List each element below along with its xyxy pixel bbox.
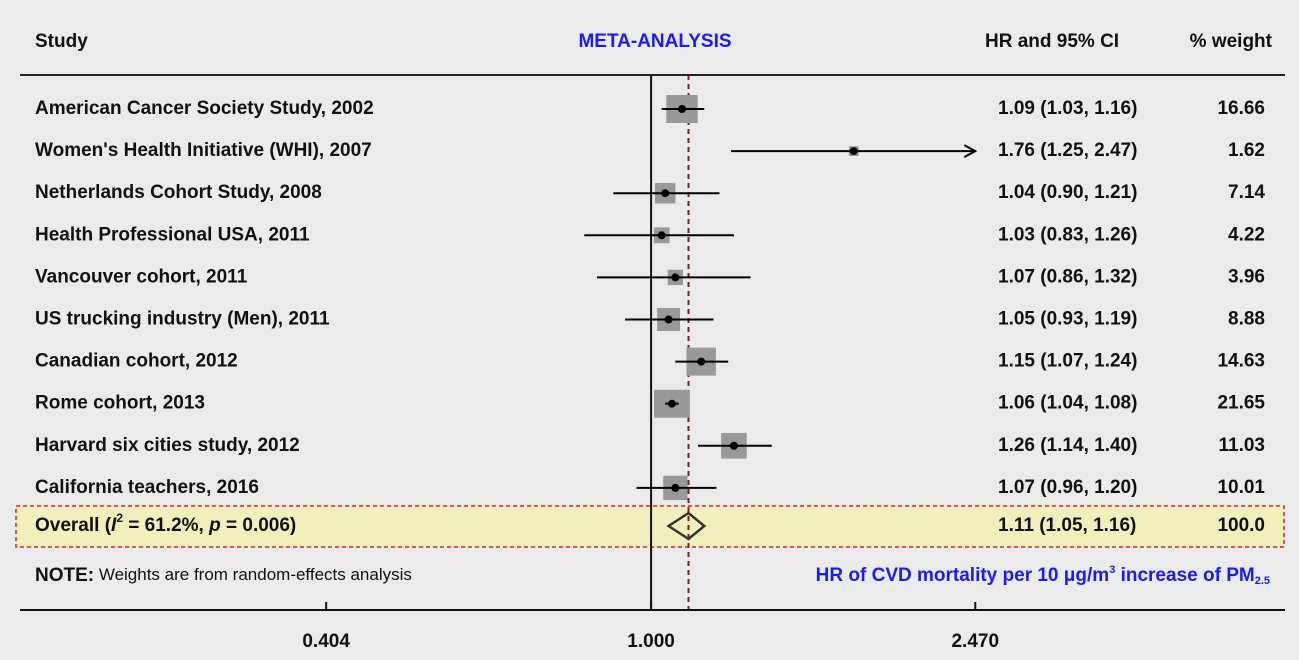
study-label: Women's Health Initiative (WHI), 2007 — [35, 140, 372, 161]
point-estimate — [661, 189, 670, 198]
overall-label-part: = 61.2%, — [123, 515, 209, 536]
hr-label: 1.07 (0.96, 1.20) — [998, 477, 1137, 498]
hr-label: 1.03 (0.83, 1.26) — [998, 224, 1137, 245]
weight-label: 21.65 — [1217, 393, 1265, 414]
study-label: Health Professional USA, 2011 — [35, 224, 310, 245]
study-label: Netherlands Cohort Study, 2008 — [35, 182, 322, 203]
column-header: Study — [35, 31, 88, 52]
hr-label: 1.15 (1.07, 1.24) — [998, 351, 1137, 372]
hr-label: 1.06 (1.04, 1.08) — [998, 393, 1137, 414]
hr-label: 1.04 (0.90, 1.21) — [998, 182, 1137, 203]
chart-title: META-ANALYSIS — [578, 31, 731, 52]
weight-label: 16.66 — [1217, 98, 1265, 119]
point-estimate — [729, 441, 738, 450]
point-estimate — [664, 315, 673, 324]
note-part: Weights are from random-effects analysis — [94, 565, 412, 584]
hr-label: 1.76 (1.25, 2.47) — [998, 140, 1137, 161]
axis-note-part: 2.5 — [1255, 575, 1270, 587]
overall-label-part: p — [208, 515, 221, 536]
axis-note: HR of CVD mortality per 10 μg/m3 increas… — [816, 564, 1270, 587]
point-estimate — [849, 147, 858, 156]
study-label: California teachers, 2016 — [35, 477, 259, 498]
hr-label: 1.09 (1.03, 1.16) — [998, 98, 1137, 119]
overall-label-part: I — [111, 515, 117, 536]
study-label: Rome cohort, 2013 — [35, 393, 205, 414]
point-estimate — [667, 399, 676, 408]
point-estimate — [671, 483, 680, 492]
overall-diamond — [666, 511, 707, 541]
study-label: US trucking industry (Men), 2011 — [35, 309, 330, 330]
weight-label: 11.03 — [1219, 435, 1266, 456]
weight-label: 10.01 — [1217, 477, 1265, 498]
overall-label-part: 2 — [116, 511, 123, 525]
weight-label: 4.22 — [1228, 224, 1265, 245]
study-label: Harvard six cities study, 2012 — [35, 435, 300, 456]
overall-label-part: = 0.006) — [221, 515, 297, 536]
hr-label: 1.26 (1.14, 1.40) — [998, 435, 1137, 456]
axis-note-part: 3 — [1109, 564, 1115, 576]
weight-label: 1.62 — [1228, 140, 1265, 161]
study-label: American Cancer Society Study, 2002 — [35, 98, 374, 119]
x-tick-label: 2.470 — [951, 631, 999, 652]
x-tick-label: 0.404 — [302, 631, 350, 652]
overall-label-part: Overall ( — [35, 515, 112, 536]
column-header: % weight — [1190, 31, 1273, 52]
weight-label: 14.63 — [1217, 351, 1265, 372]
study-label: Vancouver cohort, 2011 — [35, 266, 248, 287]
overall-hr-label: 1.11 (1.05, 1.16) — [998, 515, 1136, 536]
note-part: NOTE: — [35, 565, 94, 586]
overall-label: Overall (I2 = 61.2%, p = 0.006) — [35, 511, 296, 536]
weight-label: 7.14 — [1228, 182, 1265, 203]
study-label: Canadian cohort, 2012 — [35, 351, 238, 372]
point-estimate — [671, 273, 680, 282]
weight-label: 3.96 — [1228, 266, 1265, 287]
point-estimate — [677, 105, 686, 113]
axis-note-part: HR of CVD mortality per 10 μg/m — [816, 565, 1110, 586]
point-estimate — [657, 231, 666, 240]
hr-label: 1.05 (0.93, 1.19) — [998, 309, 1137, 330]
weight-label: 8.88 — [1228, 309, 1265, 330]
note: NOTE: Weights are from random-effects an… — [35, 565, 412, 586]
column-header: HR and 95% CI — [985, 31, 1119, 52]
point-estimate — [697, 357, 706, 366]
axis-note-part: increase of PM — [1115, 565, 1254, 586]
x-tick-label: 1.000 — [627, 631, 675, 652]
overall-highlight — [15, 505, 1285, 548]
overall-weight-label: 100.0 — [1217, 515, 1265, 536]
hr-label: 1.07 (0.86, 1.32) — [998, 266, 1137, 287]
